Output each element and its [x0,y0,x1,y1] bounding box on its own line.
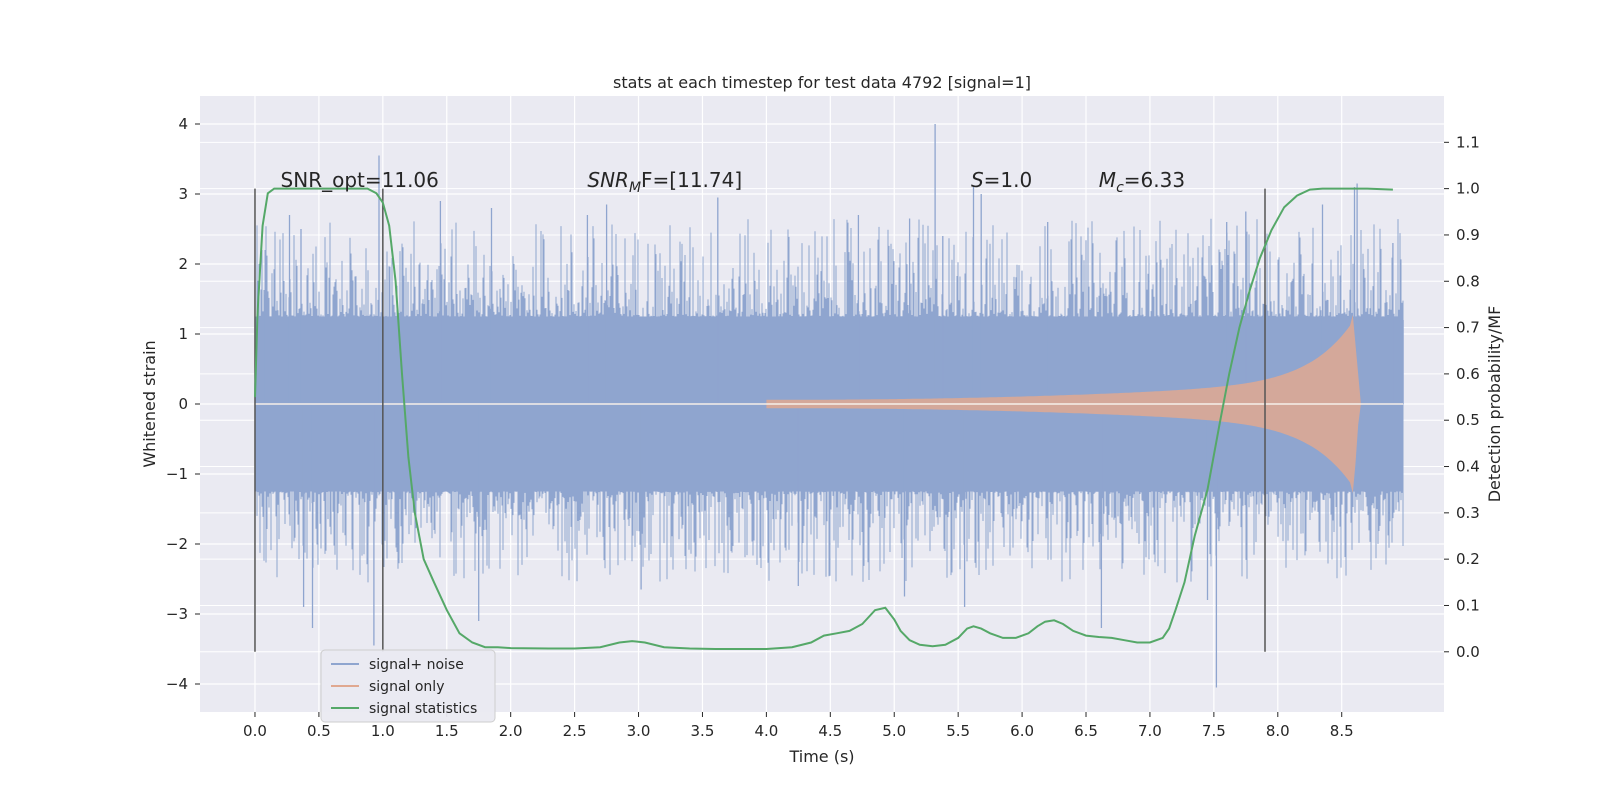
x-tick-label: 1.5 [435,722,459,740]
y2-tick-label: 0.7 [1456,319,1480,337]
x-tick-label: 0.0 [243,722,267,740]
annotation-text: Mc=6.33 [1099,168,1185,196]
x-tick-label: 4.5 [818,722,842,740]
x-tick-label: 7.0 [1138,722,1162,740]
y-tick-label: 3 [178,185,188,203]
x-tick-label: 5.0 [882,722,906,740]
y-tick-label: −1 [166,465,188,483]
annotation-text: S=1.0 [971,168,1032,192]
x-tick-label: 4.0 [754,722,778,740]
annotation-text: SNRMF=[11.74] [587,168,742,196]
annotation-text: SNR_opt=11.06 [281,168,439,192]
x-tick-label: 0.5 [307,722,331,740]
y2-tick-label: 0.2 [1456,550,1480,568]
x-tick-label: 3.0 [627,722,651,740]
tick-labels: 0.0 0.5 1.0 1.5 2.0 2.5 3.0 3.5 4.0 4.5 5.0 5.5 6.0 6… [166,115,1480,740]
series-signal-only [254,314,1404,494]
y2-tick-label: 0.9 [1456,226,1480,244]
y2-tick-label: 1.1 [1456,133,1480,151]
y2-tick-label: 1.0 [1456,180,1480,198]
x-tick-label: 6.0 [1010,722,1034,740]
y-tick-label: 4 [178,115,188,133]
y2-tick-label: 0.4 [1456,458,1480,476]
y-axis-label: Whitened strain [140,340,159,467]
y2-tick-label: 0.8 [1456,272,1480,290]
x-tick-label: 2.0 [499,722,523,740]
chart-title: stats at each timestep for test data 479… [613,73,1031,92]
statistics-line [254,187,1393,650]
y-tick-label: 0 [178,395,188,413]
x-tick-label: 2.5 [563,722,587,740]
x-axis-label: Time (s) [788,747,854,766]
x-tick-label: 3.5 [691,722,715,740]
series-signal-statistics [254,187,1393,650]
y2-tick-label: 0.0 [1456,643,1480,661]
y2-tick-label: 0.3 [1456,504,1480,522]
legend-box [320,649,496,723]
x-tick-label: 8.5 [1330,722,1354,740]
x-tick-label: 5.5 [946,722,970,740]
legend-label: signal only [369,679,444,695]
y2-tick-label: 0.6 [1456,365,1480,383]
annotations: SNR_opt=11.06 SNRMF=[11.74] S=1.0 Mc=6.33 [281,168,1186,196]
legend-label: signal+ noise [369,657,464,673]
y-tick-label: −4 [166,675,188,693]
y-tick-label: 2 [178,255,188,273]
legend-label: signal statistics [369,701,477,717]
x-tick-label: 7.5 [1202,722,1226,740]
y2-tick-label: 0.1 [1456,596,1480,614]
y-tick-label: −3 [166,605,188,623]
y-tick-label: 1 [178,325,188,343]
x-tick-label: 1.0 [371,722,395,740]
x-tick-label: 8.0 [1266,722,1290,740]
y2-axis-label: Detection probability/MF [1485,306,1504,503]
x-tick-label: 6.5 [1074,722,1098,740]
y2-tick-label: 0.5 [1456,411,1480,429]
legend: signal+ noise signal only signal statistic… [320,649,496,723]
y-tick-label: −2 [166,535,188,553]
vertical-markers [254,188,1266,652]
